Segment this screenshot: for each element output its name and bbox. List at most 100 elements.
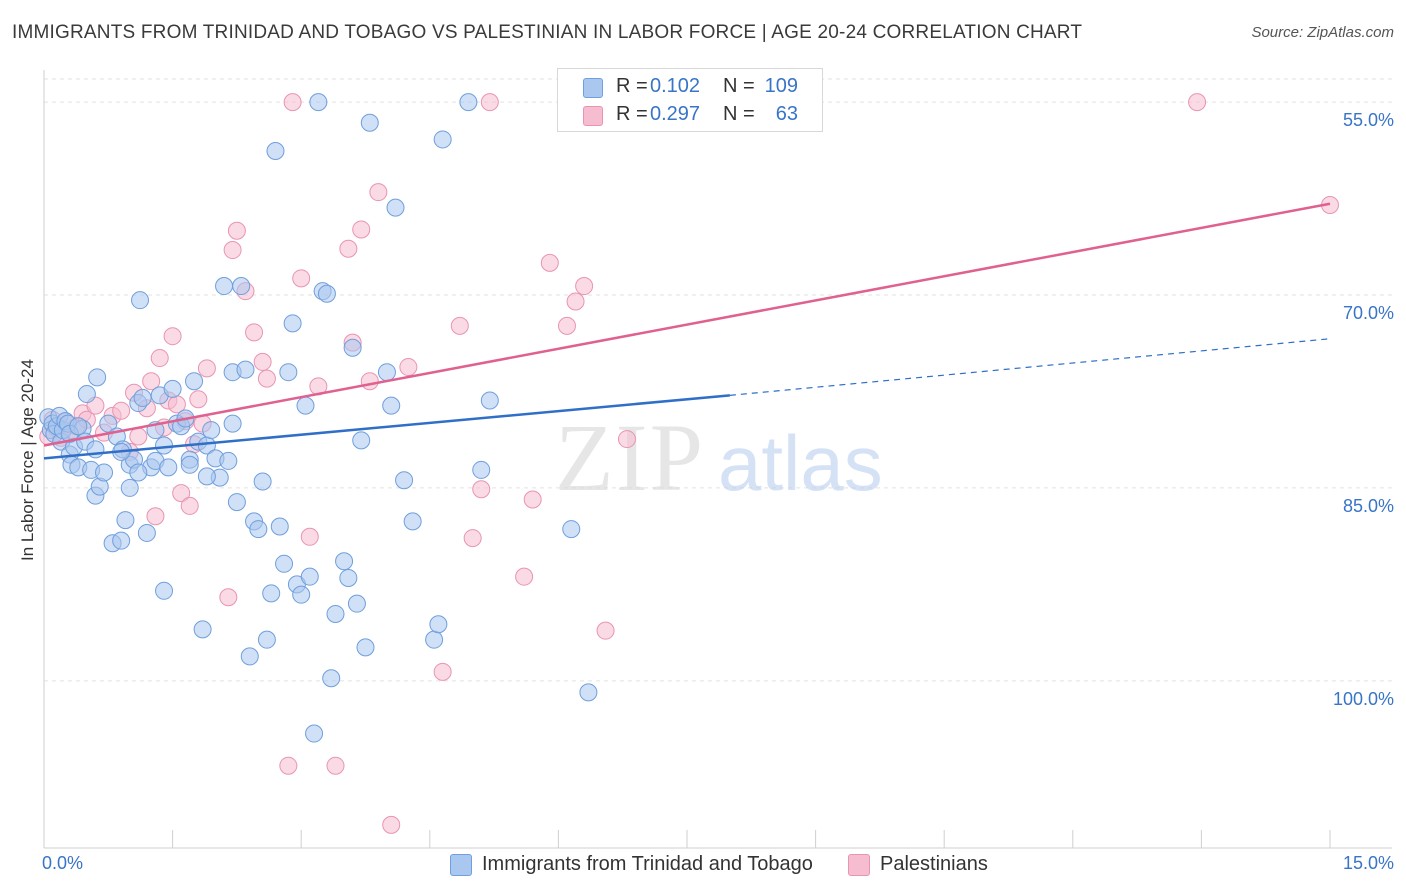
- y-tick-labels: 100.0% 85.0% 70.0% 55.0%: [1333, 110, 1394, 709]
- legend-r-value: 0.102: [650, 75, 701, 97]
- data-point-trinidad: [300, 567, 319, 586]
- data-point-trinidad: [309, 93, 328, 112]
- data-point-palestinians: [596, 621, 615, 640]
- data-point-palestinians: [382, 815, 401, 834]
- data-point-palestinians: [566, 292, 585, 311]
- data-point-trinidad: [95, 463, 114, 482]
- legend-label-trinidad: Immigrants from Trinidad and Tobago: [482, 853, 813, 875]
- legend-n-value: 63: [775, 103, 798, 125]
- data-point-trinidad: [133, 388, 152, 407]
- legend-r-label: R =: [616, 103, 648, 125]
- legend-r-value: 0.297: [650, 103, 701, 125]
- data-point-trinidad: [197, 467, 216, 486]
- data-point-trinidad: [279, 363, 298, 382]
- data-point-trinidad: [129, 463, 148, 482]
- data-point-trinidad: [262, 584, 281, 603]
- legend-item-palestinians[interactable]: Palestinians: [848, 852, 1008, 878]
- data-point-trinidad: [395, 471, 414, 490]
- y-tick-label: 85.0%: [1343, 496, 1394, 516]
- data-point-palestinians: [540, 253, 559, 272]
- legend-swatch-pink: [583, 106, 603, 126]
- data-point-palestinians: [399, 358, 418, 377]
- data-point-trinidad: [137, 523, 156, 542]
- data-point-trinidad: [77, 385, 96, 404]
- data-point-trinidad: [317, 284, 336, 303]
- chart-title: IMMIGRANTS FROM TRINIDAD AND TOBAGO VS P…: [12, 22, 1083, 43]
- x-max-label: 15.0%: [1343, 853, 1394, 873]
- data-point-palestinians: [480, 93, 499, 112]
- data-point-trinidad: [403, 512, 422, 531]
- data-point-trinidad: [131, 291, 150, 310]
- data-point-palestinians: [283, 93, 302, 112]
- data-point-trinidad: [163, 379, 182, 398]
- legend-n-label: N =: [723, 75, 755, 97]
- data-point-trinidad: [377, 363, 396, 382]
- data-point-palestinians: [617, 430, 636, 449]
- data-point-trinidad: [322, 669, 341, 688]
- data-point-trinidad: [283, 314, 302, 333]
- data-point-trinidad: [429, 615, 448, 634]
- data-point-palestinians: [369, 183, 388, 202]
- data-point-trinidad: [232, 277, 251, 296]
- data-point-trinidad: [433, 130, 452, 149]
- data-point-trinidad: [386, 198, 405, 217]
- data-point-palestinians: [142, 372, 161, 391]
- data-point-palestinians: [515, 567, 534, 586]
- data-point-palestinians: [1188, 93, 1207, 112]
- legend-swatch-pink: [848, 854, 870, 876]
- data-point-trinidad: [343, 338, 362, 357]
- data-point-trinidad: [185, 372, 204, 391]
- data-point-trinidad: [305, 724, 324, 743]
- data-point-palestinians: [279, 756, 298, 775]
- data-point-trinidad: [257, 630, 276, 649]
- data-point-trinidad: [275, 554, 294, 573]
- legend-row-palestinians: R = 0.297 N = 63: [558, 101, 822, 129]
- data-point-palestinians: [472, 480, 491, 499]
- data-point-trinidad: [180, 455, 199, 474]
- data-point-trinidad: [326, 604, 345, 623]
- data-point-trinidad: [459, 93, 478, 112]
- data-point-trinidad: [69, 417, 88, 436]
- trend-line-palestinians: [43, 202, 1331, 447]
- data-point-palestinians: [129, 427, 148, 446]
- data-point-trinidad: [249, 520, 268, 539]
- data-point-palestinians: [300, 527, 319, 546]
- series-trinidad: [39, 93, 598, 743]
- data-point-trinidad: [219, 451, 238, 470]
- data-point-palestinians: [557, 316, 576, 335]
- data-point-trinidad: [159, 458, 178, 477]
- data-point-trinidad: [236, 360, 255, 379]
- data-point-trinidad: [296, 396, 315, 415]
- data-point-palestinians: [450, 316, 469, 335]
- chart-source: Source: ZipAtlas.com: [1251, 24, 1394, 41]
- data-point-trinidad: [155, 436, 174, 455]
- data-point-trinidad: [116, 511, 135, 530]
- data-point-trinidad: [266, 142, 285, 161]
- legend-item-trinidad[interactable]: Immigrants from Trinidad and Tobago: [450, 852, 830, 878]
- data-point-trinidad: [155, 581, 174, 600]
- watermark-atlas: atlas: [718, 419, 883, 507]
- data-point-trinidad: [347, 594, 366, 613]
- data-point-trinidad: [240, 647, 259, 666]
- data-point-palestinians: [253, 352, 272, 371]
- trend-lines: [43, 202, 1331, 460]
- gridlines: [44, 78, 1392, 682]
- data-point-palestinians: [163, 327, 182, 346]
- data-point-trinidad: [335, 552, 354, 571]
- data-point-palestinians: [172, 484, 191, 503]
- data-point-trinidad: [360, 113, 379, 132]
- y-tick-label: 55.0%: [1343, 110, 1394, 130]
- data-point-trinidad: [88, 368, 107, 387]
- data-point-trinidad: [480, 391, 499, 410]
- trend-line-trinidad-extension: [729, 338, 1331, 396]
- trend-line-trinidad: [43, 394, 730, 460]
- data-point-trinidad: [202, 421, 221, 440]
- data-point-palestinians: [257, 369, 276, 388]
- data-point-palestinians: [219, 588, 238, 607]
- data-point-trinidad: [99, 414, 118, 433]
- data-point-palestinians: [197, 359, 216, 378]
- data-point-trinidad: [352, 431, 371, 450]
- data-point-trinidad: [193, 620, 212, 639]
- data-point-palestinians: [150, 349, 169, 368]
